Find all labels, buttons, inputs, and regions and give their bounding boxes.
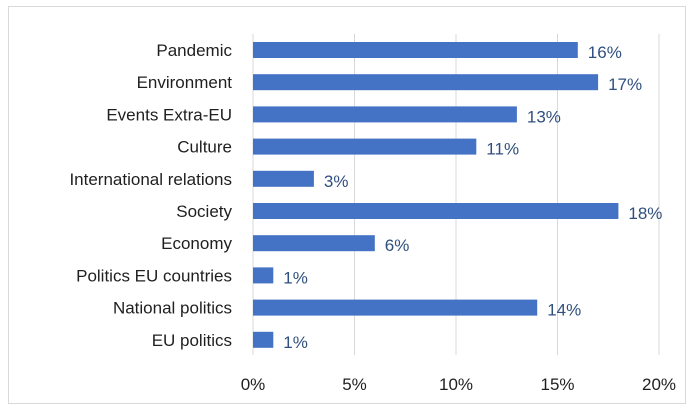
category-label: International relations xyxy=(69,170,232,189)
bar xyxy=(253,332,273,348)
bar xyxy=(253,106,517,122)
category-label: National politics xyxy=(113,299,232,318)
bar xyxy=(253,235,375,251)
value-label: 18% xyxy=(628,204,662,223)
value-label: 6% xyxy=(385,236,410,255)
category-label: Events Extra-EU xyxy=(106,105,232,124)
category-label: Society xyxy=(176,202,232,221)
value-label: 16% xyxy=(588,43,622,62)
x-tick-label: 10% xyxy=(439,375,473,394)
x-tick-label: 20% xyxy=(642,375,676,394)
value-label: 14% xyxy=(547,301,581,320)
category-label: Politics EU countries xyxy=(76,266,232,285)
bar xyxy=(253,203,618,219)
category-label: Pandemic xyxy=(156,41,232,60)
bar xyxy=(253,267,273,283)
category-label: Economy xyxy=(161,234,232,253)
value-label: 1% xyxy=(283,268,308,287)
category-label: EU politics xyxy=(152,331,232,350)
value-label: 11% xyxy=(486,140,519,159)
x-tick-label: 15% xyxy=(540,375,574,394)
bar xyxy=(253,171,314,187)
value-label: 3% xyxy=(324,172,349,191)
bar xyxy=(253,74,598,90)
x-tick-label: 0% xyxy=(241,375,266,394)
value-label: 1% xyxy=(283,333,308,352)
category-label: Environment xyxy=(137,73,233,92)
x-axis-ticks: 0% 5% 10% 15% 20% xyxy=(241,375,676,394)
value-label: 17% xyxy=(608,75,642,94)
value-label: 13% xyxy=(527,107,561,126)
bar xyxy=(253,42,578,58)
bar xyxy=(253,300,537,316)
x-tick-label: 5% xyxy=(342,375,367,394)
bar xyxy=(253,139,476,155)
category-labels: Pandemic Environment Events Extra-EU Cultur… xyxy=(69,41,232,350)
category-label: Culture xyxy=(177,138,232,157)
